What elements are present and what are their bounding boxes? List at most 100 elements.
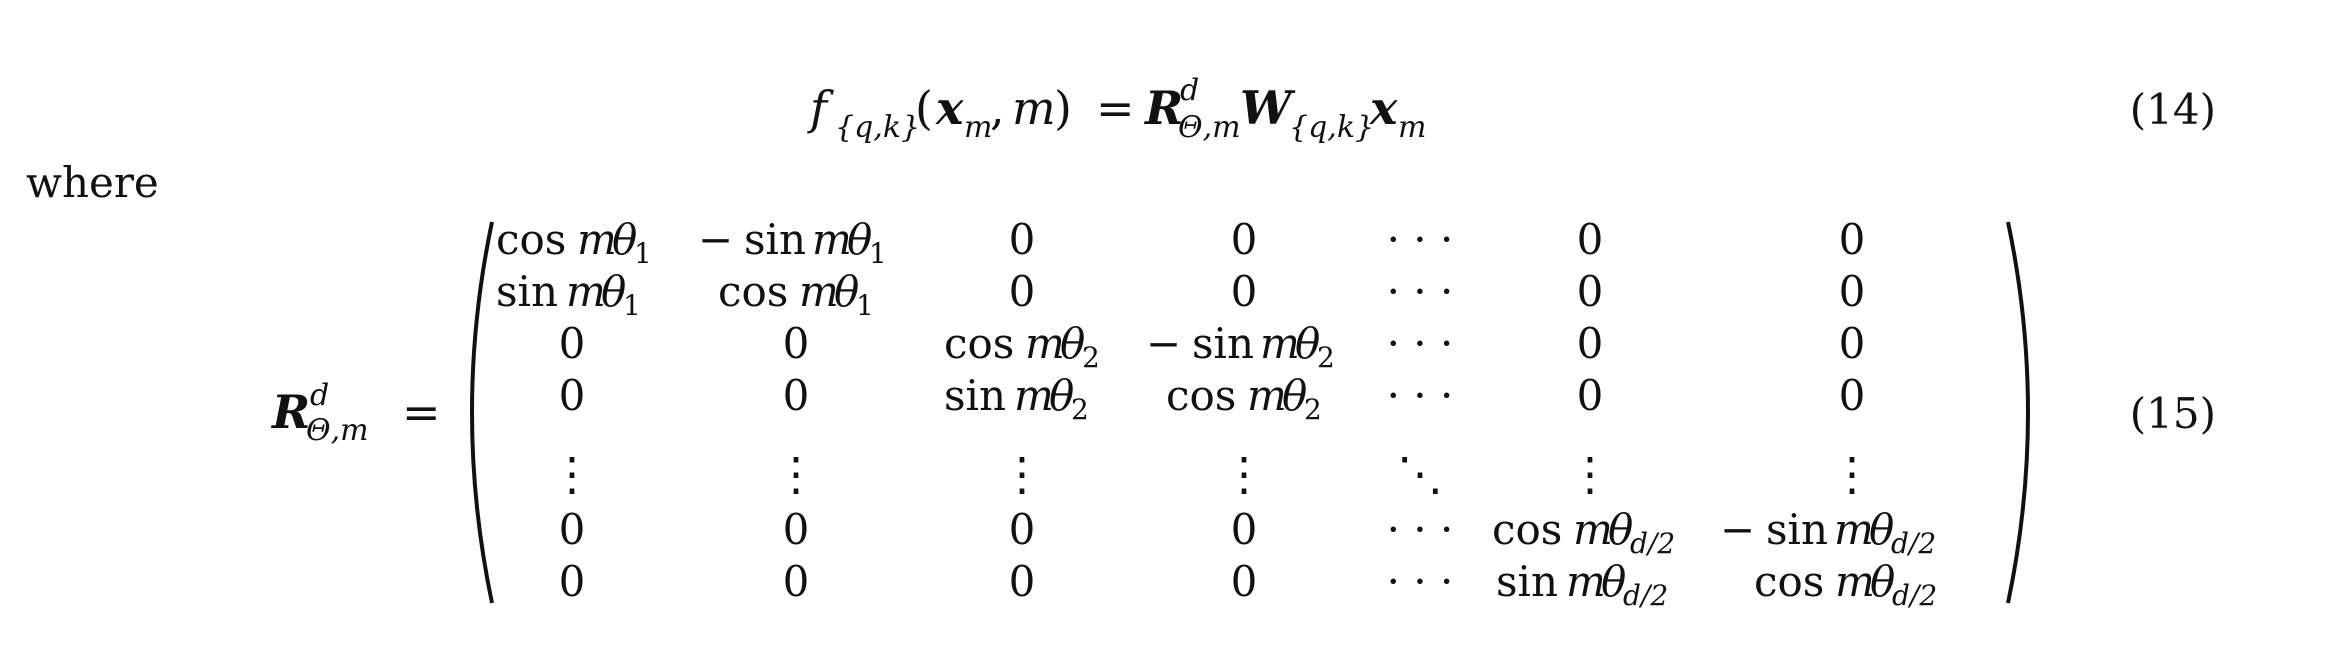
matrix-cell: − sin m θ 1 bbox=[698, 215, 887, 270]
minus-sign: − bbox=[698, 215, 733, 264]
matrix-zero: 0 bbox=[1577, 215, 1604, 264]
m-symbol: m bbox=[799, 267, 839, 316]
matrix-zero: 0 bbox=[1231, 267, 1258, 316]
matrix-row-6: 0 0 0 0 · · · cos m θ d/2 − sin m θ d/2 bbox=[559, 505, 1937, 560]
m-symbol: m bbox=[577, 215, 617, 264]
lhs-subscript: Θ,m bbox=[306, 413, 369, 448]
theta-subscript: 2 bbox=[1304, 393, 1322, 426]
theta-subscript: d/2 bbox=[1891, 527, 1936, 560]
matrix-zero: 0 bbox=[1839, 319, 1866, 368]
equation-number-14: (14) bbox=[2130, 85, 2216, 134]
matrix-zero: 0 bbox=[559, 505, 586, 554]
cos-fn: cos bbox=[1492, 505, 1562, 554]
equation-15: R d Θ,m = cos m θ 1 − sin m θ 1 0 0 · · … bbox=[270, 215, 2216, 612]
matrix-zero: 0 bbox=[1231, 505, 1258, 554]
vector-x-rhs: x bbox=[1369, 81, 1398, 135]
cos-fn: cos bbox=[1166, 371, 1236, 420]
comma: , bbox=[990, 81, 1005, 135]
theta-subscript: 1 bbox=[856, 289, 874, 322]
m-symbol: m bbox=[1566, 557, 1606, 606]
rotation-matrix-R: R bbox=[1143, 81, 1183, 135]
m-symbol: m bbox=[1260, 319, 1300, 368]
right-bracket bbox=[2006, 221, 2030, 604]
theta-symbol: θ bbox=[612, 215, 637, 264]
matrix-cell: cos m θ 1 bbox=[718, 267, 874, 322]
m-symbol: m bbox=[812, 215, 852, 264]
matrix-zero: 0 bbox=[1009, 267, 1036, 316]
matrix-row-1: cos m θ 1 − sin m θ 1 0 0 · · · 0 0 bbox=[496, 215, 1865, 270]
position-m: m bbox=[1012, 81, 1056, 135]
theta-symbol: θ bbox=[601, 267, 626, 316]
theta-subscript: d/2 bbox=[1623, 579, 1668, 612]
matrix-cell: sin m θ 1 bbox=[496, 267, 641, 322]
matrix-cell: cos m θ d/2 bbox=[1754, 557, 1937, 612]
matrix-zero: 0 bbox=[1577, 319, 1604, 368]
matrix-zero: 0 bbox=[1577, 267, 1604, 316]
matrix-zero: 0 bbox=[1577, 371, 1604, 420]
matrix-cell: cos m θ d/2 bbox=[1492, 505, 1675, 560]
sin-fn: sin bbox=[744, 215, 806, 264]
matrix-cell: − sin m θ d/2 bbox=[1720, 505, 1936, 560]
cos-fn: cos bbox=[1754, 557, 1824, 606]
minus-sign: − bbox=[1146, 319, 1181, 368]
rotation-matrix-subscript: Θ,m bbox=[1178, 110, 1241, 145]
matrix-zero: 0 bbox=[559, 557, 586, 606]
matrix-cdots: · · · bbox=[1387, 371, 1454, 420]
matrix-cell: cos m θ 2 bbox=[944, 319, 1100, 374]
open-paren: ( bbox=[915, 81, 933, 135]
weight-matrix-W: W bbox=[1240, 81, 1296, 135]
weight-matrix-subscript: {q,k} bbox=[1289, 110, 1374, 145]
matrix-zero: 0 bbox=[783, 505, 810, 554]
matrix-row-2: sin m θ 1 cos m θ 1 0 0 · · · 0 0 bbox=[496, 267, 1865, 322]
matrix-cell: sin m θ d/2 bbox=[1496, 557, 1668, 612]
vector-x: x bbox=[935, 81, 964, 135]
m-symbol: m bbox=[1573, 505, 1613, 554]
matrix-row-4: 0 0 sin m θ 2 cos m θ 2 · · · 0 0 bbox=[559, 371, 1866, 426]
matrix-zero: 0 bbox=[1009, 505, 1036, 554]
matrix-vdots: ⋮ bbox=[1567, 447, 1613, 501]
matrix-vdots: ⋮ bbox=[773, 447, 819, 501]
sin-fn: sin bbox=[496, 267, 558, 316]
theta-symbol: θ bbox=[1869, 505, 1894, 554]
matrix-zero: 0 bbox=[783, 557, 810, 606]
matrix-vdots: ⋮ bbox=[999, 447, 1045, 501]
matrix-cell: − sin m θ 2 bbox=[1146, 319, 1335, 374]
function-subscript: {q,k} bbox=[835, 110, 920, 145]
sin-fn: sin bbox=[1192, 319, 1254, 368]
matrix-zero: 0 bbox=[783, 319, 810, 368]
lhs-rotation-matrix-R: R bbox=[270, 385, 310, 439]
m-symbol: m bbox=[1247, 371, 1287, 420]
function-symbol: f bbox=[807, 81, 834, 135]
left-bracket bbox=[470, 221, 494, 604]
minus-sign: − bbox=[1720, 505, 1755, 554]
matrix-vdots: ⋮ bbox=[549, 447, 595, 501]
matrix-zero: 0 bbox=[1839, 215, 1866, 264]
matrix-cell: sin m θ 2 bbox=[944, 371, 1089, 426]
where-text: where bbox=[26, 158, 159, 207]
lhs-equals-sign: = bbox=[402, 385, 441, 439]
matrix-ddots: ⋱ bbox=[1397, 447, 1443, 501]
theta-symbol: θ bbox=[1049, 371, 1074, 420]
sin-fn: sin bbox=[1766, 505, 1828, 554]
close-paren: ) bbox=[1054, 81, 1072, 135]
theta-subscript: 1 bbox=[869, 237, 887, 270]
theta-symbol: θ bbox=[847, 215, 872, 264]
theta-symbol: θ bbox=[1608, 505, 1633, 554]
equation-14: f {q,k} ( x m , m ) = R d Θ,m W {q,k} x … bbox=[807, 73, 2216, 145]
rotation-matrix-superscript: d bbox=[1180, 73, 1199, 108]
m-symbol: m bbox=[566, 267, 606, 316]
theta-subscript: 2 bbox=[1071, 393, 1089, 426]
matrix-vdots: ⋮ bbox=[1829, 447, 1875, 501]
theta-subscript: 1 bbox=[634, 237, 652, 270]
matrix-zero: 0 bbox=[783, 371, 810, 420]
m-symbol: m bbox=[1834, 505, 1874, 554]
m-symbol: m bbox=[1025, 319, 1065, 368]
matrix-zero: 0 bbox=[1231, 215, 1258, 264]
matrix-cdots: · · · bbox=[1387, 215, 1454, 264]
matrix-vdots: ⋮ bbox=[1221, 447, 1267, 501]
matrix-row-7: 0 0 0 0 · · · sin m θ d/2 cos m θ d/2 bbox=[559, 557, 1938, 612]
m-symbol: m bbox=[1835, 557, 1875, 606]
equals-sign: = bbox=[1096, 81, 1135, 135]
matrix-zero: 0 bbox=[1009, 557, 1036, 606]
theta-subscript: 2 bbox=[1317, 341, 1335, 374]
